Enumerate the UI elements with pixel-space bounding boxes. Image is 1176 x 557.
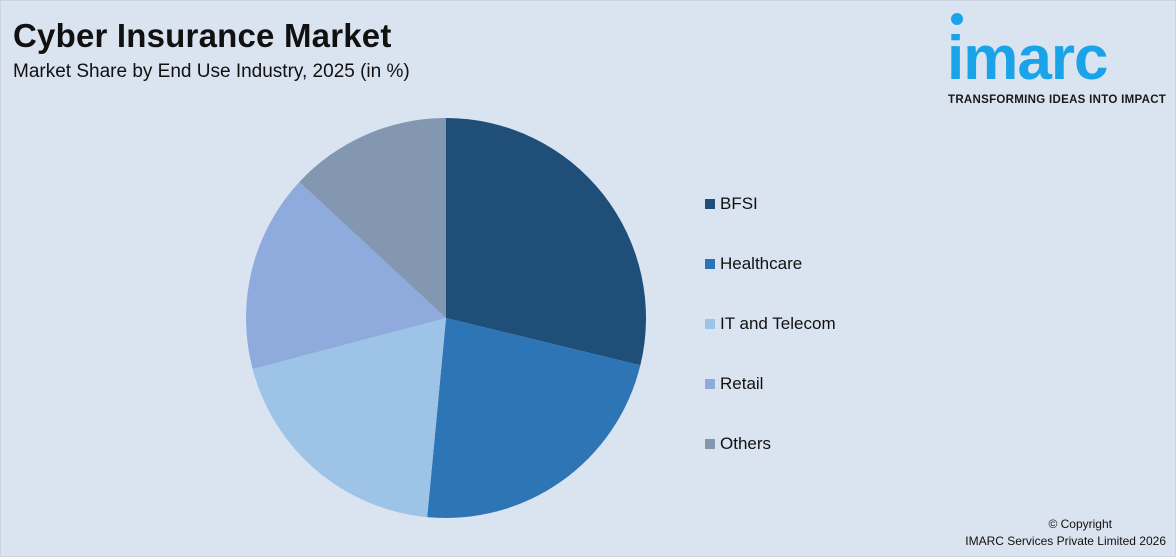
legend-label: Retail <box>720 374 764 393</box>
legend-item-it-and-telecom: IT and Telecom <box>705 313 836 373</box>
pie-slice-others <box>299 118 446 318</box>
pie-slice-retail <box>246 182 446 369</box>
pie-slice-it-and-telecom <box>252 318 446 518</box>
pie-slice-bfsi <box>446 118 647 366</box>
legend-label: IT and Telecom <box>720 314 836 333</box>
legend-swatch <box>705 439 715 449</box>
legend-swatch <box>705 379 715 389</box>
legend-swatch <box>705 259 715 269</box>
logo-tagline: TRANSFORMING IDEAS INTO IMPACT <box>948 94 1167 106</box>
imarc-logo: imarc TRANSFORMING IDEAS INTO IMPACT <box>940 10 1172 110</box>
logo-dot-icon <box>951 13 963 25</box>
legend-label: Healthcare <box>720 254 803 273</box>
chart-legend: BFSI Healthcare IT and Telecom Retail Others <box>705 193 836 493</box>
legend-item-bfsi: BFSI <box>705 193 836 253</box>
copyright: © Copyright IMARC Services Private Limit… <box>965 516 1166 550</box>
copyright-line-1: © Copyright <box>1048 517 1112 531</box>
legend-swatch <box>705 199 715 209</box>
copyright-line-2: IMARC Services Private Limited 2026 <box>965 534 1166 548</box>
legend-item-healthcare: Healthcare <box>705 253 836 313</box>
chart-title: Cyber Insurance Market <box>13 17 392 54</box>
chart-subtitle: Market Share by End Use Industry, 2025 (… <box>13 61 410 82</box>
legend-label: BFSI <box>720 194 758 213</box>
legend-label: Others <box>720 434 772 453</box>
logo-wordmark: imarc <box>947 24 1108 93</box>
legend-item-retail: Retail <box>705 373 836 433</box>
pie-slice-healthcare <box>427 318 641 518</box>
legend-swatch <box>705 319 715 329</box>
legend-item-others: Others <box>705 433 836 493</box>
